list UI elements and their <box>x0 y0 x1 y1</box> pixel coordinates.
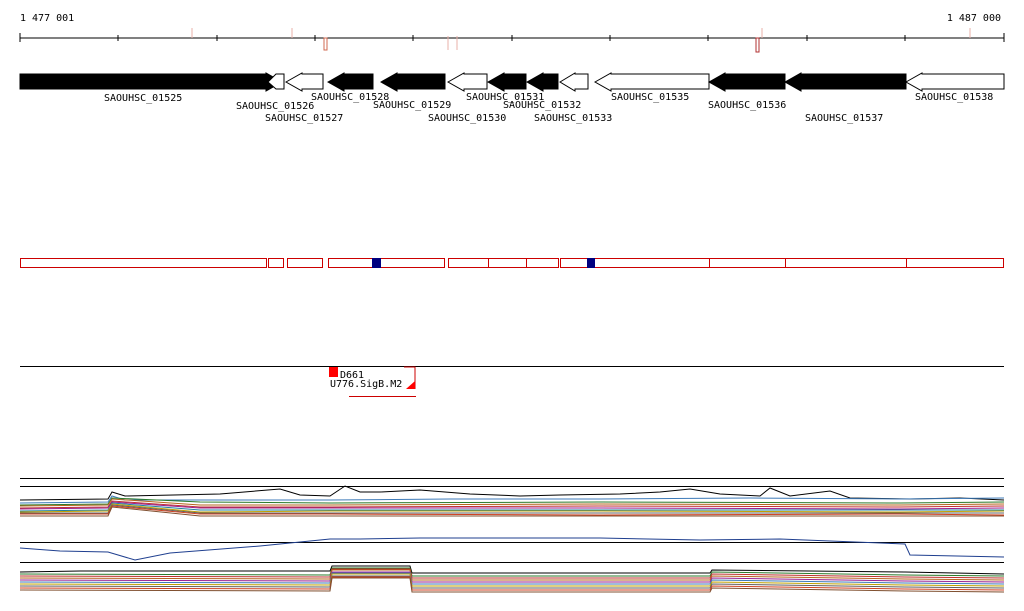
motif-strand-marker <box>406 381 415 389</box>
gene-arrow-saouhsc-01531[interactable] <box>486 72 527 92</box>
gene-label: SAOUHSC_01527 <box>265 113 343 124</box>
segment-box[interactable] <box>448 258 559 268</box>
gene-arrow-saouhsc-01529[interactable] <box>379 72 446 92</box>
feature-marker[interactable] <box>329 367 338 377</box>
gene-arrow-saouhsc-01526[interactable] <box>267 73 285 90</box>
gene-label: SAOUHSC_01529 <box>373 100 451 111</box>
gene-label: SAOUHSC_01526 <box>236 101 314 112</box>
segment-marker[interactable] <box>372 258 381 268</box>
ruler-track <box>19 28 1005 53</box>
gene-arrow-saouhsc-01536[interactable] <box>707 72 786 92</box>
gene-arrow-saouhsc-01535[interactable] <box>593 72 710 92</box>
feature-track: D661 U776.SigB.M2 <box>20 366 1004 397</box>
motif-label: U776.SigB.M2 <box>330 379 402 390</box>
segment-box[interactable] <box>268 258 284 268</box>
gene-arrow-saouhsc-01528[interactable] <box>326 72 374 92</box>
gene-label: SAOUHSC_01530 <box>428 113 506 124</box>
feature-label: D661 <box>340 370 364 381</box>
gene-label: SAOUHSC_01532 <box>503 100 581 111</box>
expression-panels <box>19 478 1005 593</box>
gene-arrow-saouhsc-01530[interactable] <box>446 72 488 92</box>
segment-marker[interactable] <box>587 258 595 268</box>
gene-arrow-saouhsc-01537[interactable] <box>783 72 907 92</box>
gene-arrow-saouhsc-01527[interactable] <box>284 72 324 92</box>
gene-label: SAOUHSC_01535 <box>611 92 689 103</box>
gene-label: SAOUHSC_01538 <box>915 92 993 103</box>
expression-panel-2 <box>19 537 1005 561</box>
segment-track <box>20 258 1004 268</box>
gene-arrow-saouhsc-01525[interactable] <box>19 72 284 92</box>
segment-box[interactable] <box>328 258 445 268</box>
ruler-start-coordinate: 1 477 001 <box>20 13 75 24</box>
gene-label: SAOUHSC_01536 <box>708 100 786 111</box>
gene-arrow-saouhsc-01533[interactable] <box>559 72 589 92</box>
segment-box[interactable] <box>287 258 323 268</box>
segment-box[interactable] <box>20 258 267 268</box>
expression-panel-3 <box>19 565 1005 593</box>
gene-label: SAOUHSC_01528 <box>311 92 389 103</box>
ruler-end-coordinate: 1 487 000 <box>946 13 1001 24</box>
gene-label: SAOUHSC_01533 <box>534 113 612 124</box>
gene-label: SAOUHSC_01531 <box>466 92 544 103</box>
gene-label: SAOUHSC_01525 <box>104 93 182 104</box>
gene-arrow-saouhsc-01532[interactable] <box>525 72 559 92</box>
gene-track: SAOUHSC_01525 SAOUHSC_01526 SAOUHSC_0152… <box>19 72 1005 124</box>
gene-label: SAOUHSC_01537 <box>805 113 883 124</box>
gene-arrow-saouhsc-01538[interactable] <box>904 72 1005 92</box>
segment-box[interactable] <box>560 258 1004 268</box>
expression-panel-1 <box>19 485 1005 517</box>
